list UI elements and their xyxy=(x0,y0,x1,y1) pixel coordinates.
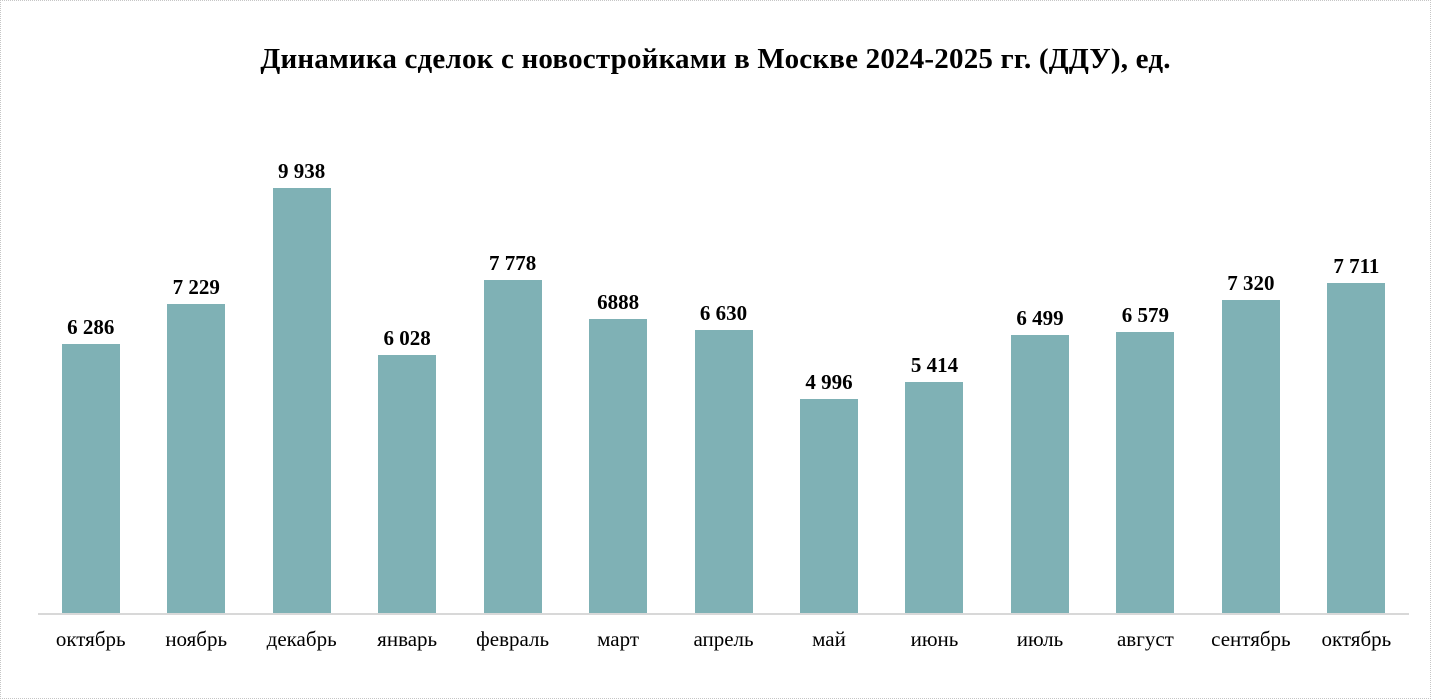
bar-value-label: 6888 xyxy=(597,289,640,314)
bar-group: 6 286 xyxy=(38,314,143,613)
x-axis-label: октябрь xyxy=(55,627,126,651)
bar-value-label: 7 778 xyxy=(488,250,537,275)
x-axis-label: июль xyxy=(1016,627,1064,651)
bar-group: 7 711 xyxy=(1304,253,1409,613)
bar-group: 5 414 xyxy=(882,352,987,613)
bar-group: 4 996 xyxy=(776,369,881,613)
x-axis-label: ноябрь xyxy=(165,627,228,651)
bar-value-label: 6 579 xyxy=(1121,302,1170,327)
bar xyxy=(1327,283,1386,613)
bar xyxy=(167,304,226,613)
bar xyxy=(378,355,437,613)
bar-group: 6 579 xyxy=(1093,302,1198,613)
plot-area: 6 286 7 229 9 938 6 028 7 778 6888 6 630 4 996 5… xyxy=(38,100,1409,615)
x-axis-label: сентябрь xyxy=(1211,627,1291,651)
x-axis-label: май xyxy=(812,627,846,651)
x-axis-label: март xyxy=(597,627,640,651)
bar-value-label: 6 499 xyxy=(1016,305,1064,330)
bar xyxy=(1116,332,1175,613)
chart-title: Динамика сделок с новостройками в Москве… xyxy=(260,43,1171,75)
bar-group: 6 499 xyxy=(987,305,1092,613)
bar xyxy=(905,382,964,613)
bar-group: 7 320 xyxy=(1198,270,1303,613)
bar xyxy=(272,188,331,613)
bar-value-label: 7 711 xyxy=(1333,253,1380,278)
bar-value-label: 9 938 xyxy=(278,158,326,183)
x-axis-label: август xyxy=(1116,627,1174,651)
bar-value-label: 4 996 xyxy=(805,369,853,394)
bar-group: 7 229 xyxy=(143,274,248,613)
bar xyxy=(1221,300,1280,613)
bar-value-label: 5 414 xyxy=(910,352,959,377)
x-axis-label: январь xyxy=(377,627,438,651)
x-axis-label: февраль xyxy=(476,627,550,651)
bar-group: 6888 xyxy=(565,289,670,613)
x-axis-label: октябрь xyxy=(1321,627,1392,651)
bar xyxy=(589,319,648,613)
bar xyxy=(800,399,859,613)
bar xyxy=(483,280,542,613)
x-axis-label: июнь xyxy=(910,627,959,651)
bar-group: 6 028 xyxy=(354,325,459,613)
bar xyxy=(61,344,120,613)
x-axis-label: декабрь xyxy=(266,627,337,651)
bar xyxy=(694,330,753,613)
x-axis-label: апрель xyxy=(693,627,754,651)
bar xyxy=(1010,335,1069,613)
bar-value-label: 7 229 xyxy=(172,274,220,299)
x-axis: октябрь ноябрь декабрь январь февраль март апр… xyxy=(38,627,1409,652)
bar-group: 9 938 xyxy=(249,158,354,613)
bar-value-label: 6 630 xyxy=(699,300,748,325)
bar-group: 6 630 xyxy=(671,300,776,613)
bar-value-label: 6 028 xyxy=(383,325,431,350)
bar-group: 7 778 xyxy=(460,250,565,613)
bar-value-label: 6 286 xyxy=(67,314,115,339)
bar-value-label: 7 320 xyxy=(1227,270,1275,295)
